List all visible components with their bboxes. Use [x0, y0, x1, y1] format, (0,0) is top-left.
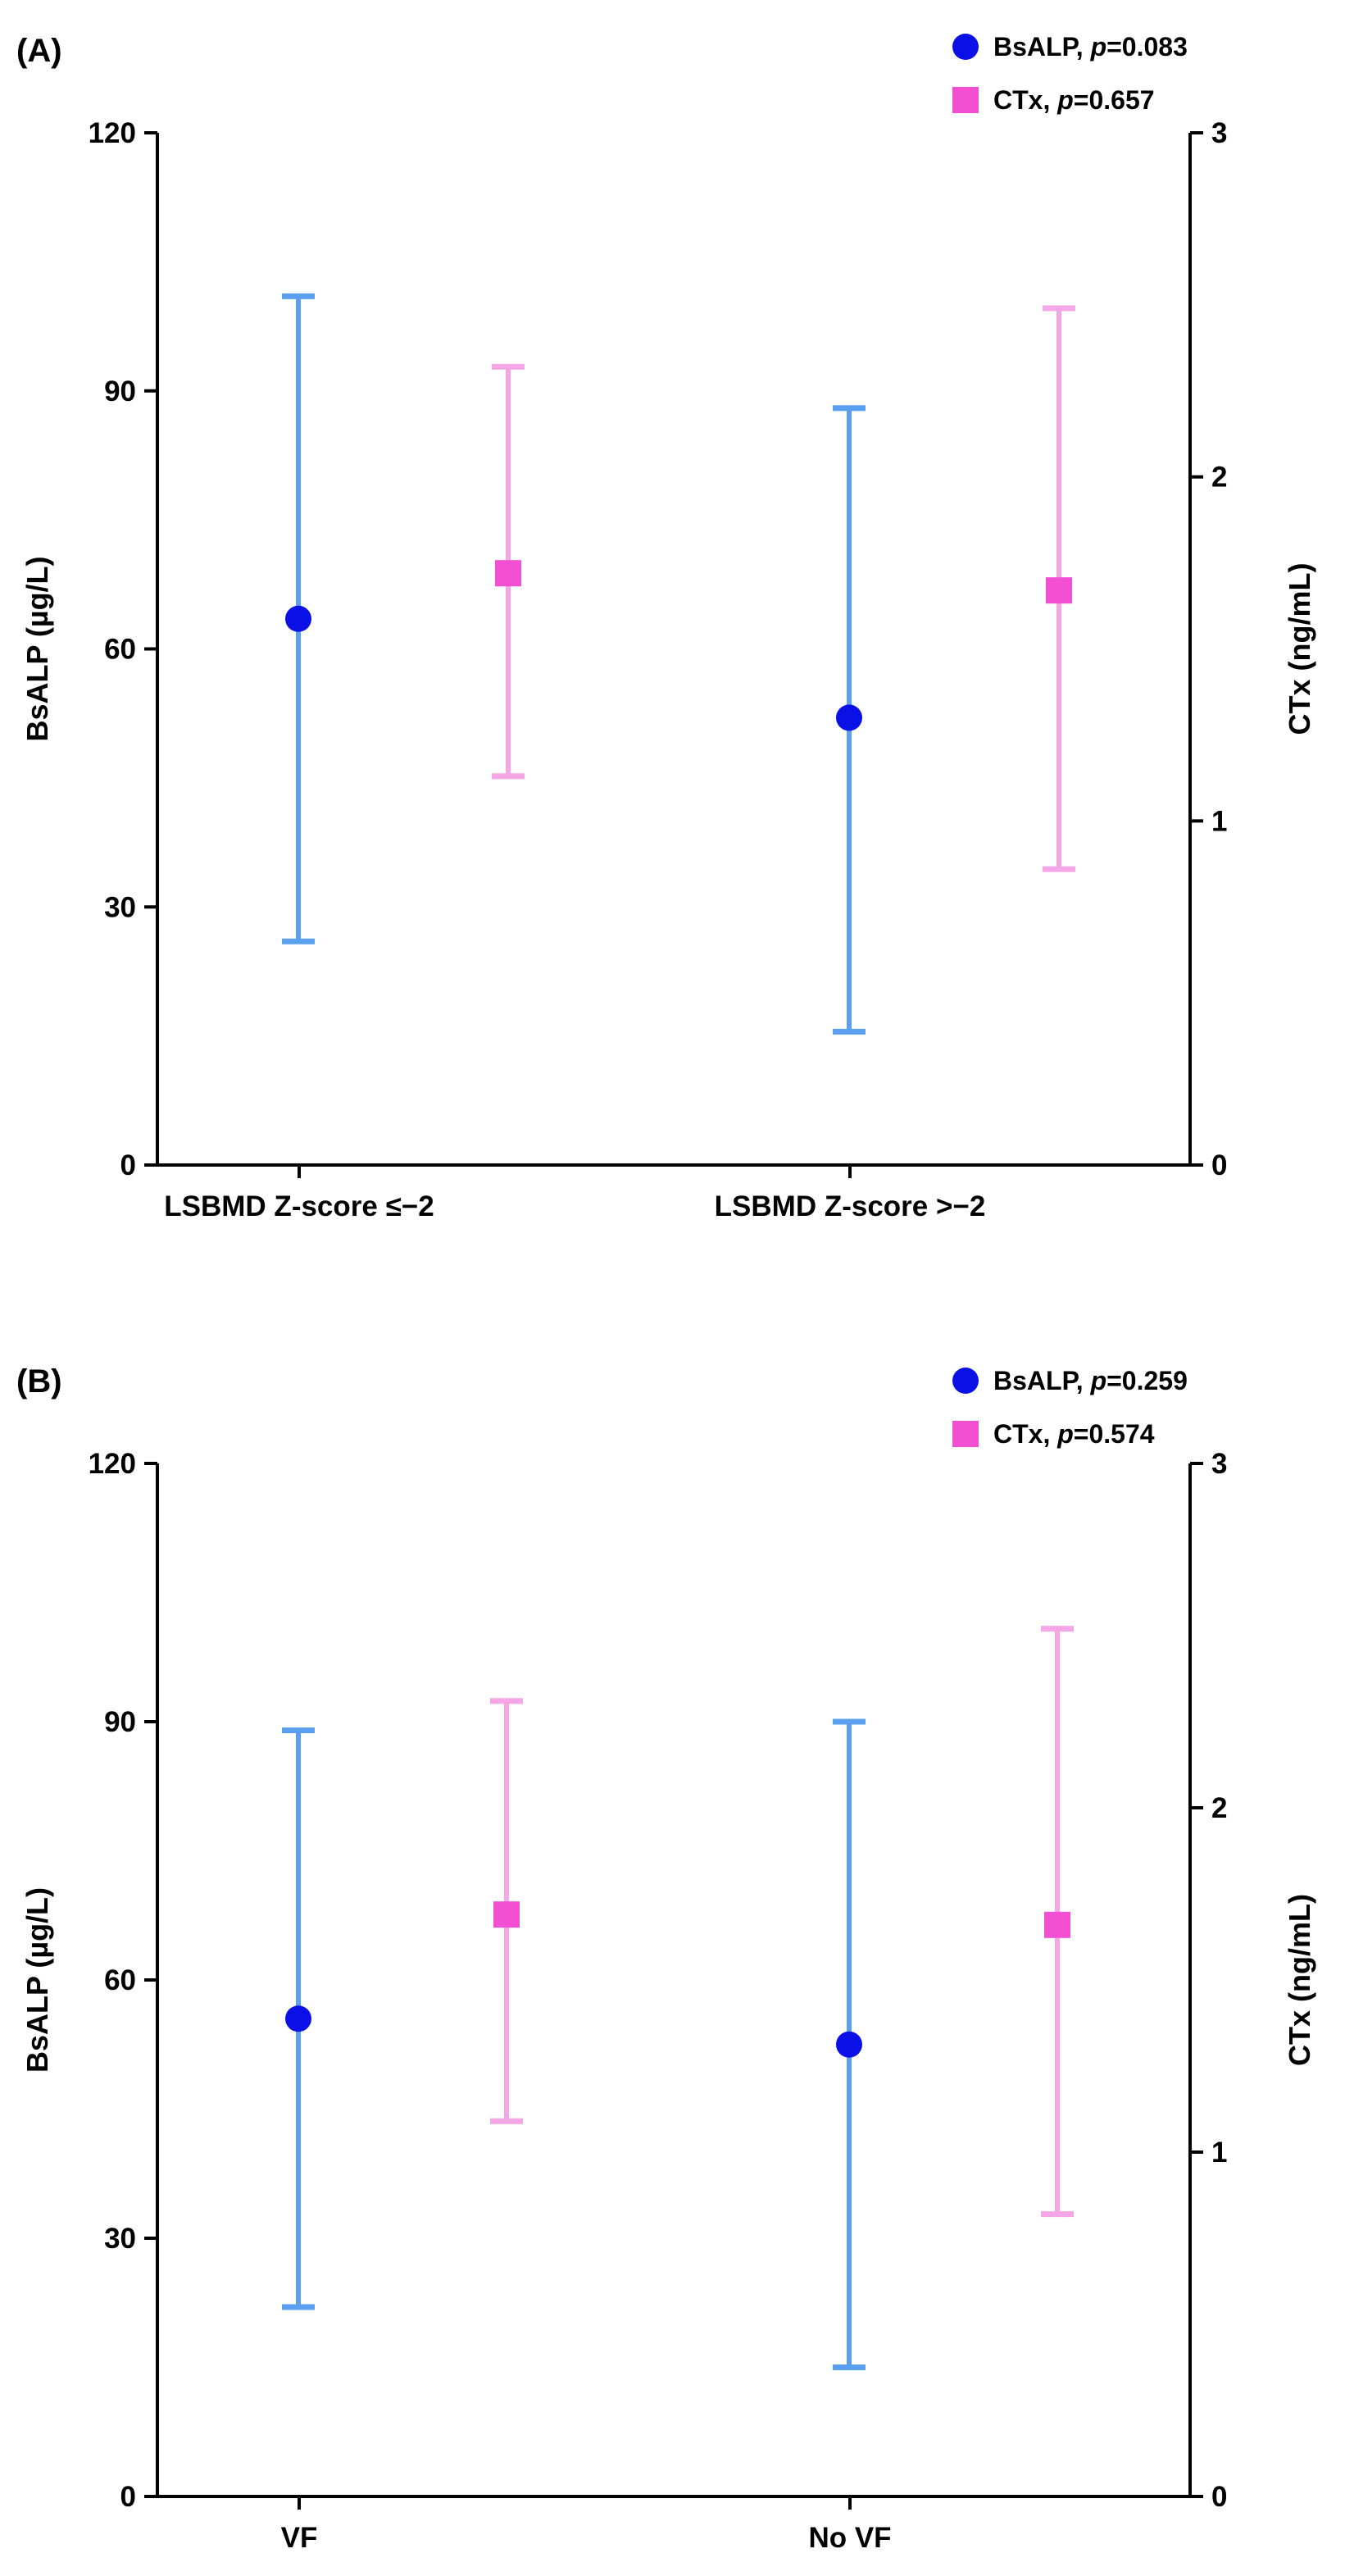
- right-y-tick-label: 0: [1211, 2481, 1227, 2513]
- data-point-ctx: [493, 1901, 520, 1928]
- left-y-tick-label: 0: [120, 2481, 136, 2513]
- legend-p-value: =0.657: [1074, 85, 1155, 115]
- left-axis-title: BsALP (µg/L): [20, 1887, 54, 2073]
- chart-panel-2: (B) 0 30 60 90 120 0 1 2 3 VF No VF BsALP (µg/L) CTx …: [16, 1363, 1316, 2554]
- right-y-tick-label: 3: [1211, 1448, 1227, 1480]
- panel-label: (A): [16, 33, 62, 69]
- legend-marker-bsalp: [952, 34, 979, 60]
- legend-p-label: p: [1056, 85, 1074, 115]
- right-y-tick-label: 2: [1211, 1792, 1227, 1824]
- data-point-ctx: [1046, 577, 1072, 604]
- legend-series-name: BsALP,: [993, 32, 1091, 61]
- x-tick-label: LSBMD Z-score >−2: [715, 1190, 986, 1222]
- left-y-tick-label: 30: [104, 891, 136, 923]
- data-point-bsalp: [836, 704, 862, 731]
- legend-marker-ctx: [952, 87, 979, 113]
- chart-panel-1: (A) 0 30 60 90 120 0 1 2 3 LSBMD Z-score ≤−2 LSBMD …: [16, 32, 1316, 1222]
- legend-p-label: p: [1056, 1419, 1074, 1449]
- legend-p-value: =0.259: [1106, 1366, 1188, 1395]
- right-y-tick-label: 3: [1211, 117, 1227, 149]
- legend-p-value: =0.083: [1106, 32, 1188, 61]
- left-axis-title: BsALP (µg/L): [20, 556, 54, 741]
- left-y-tick-label: 90: [104, 375, 136, 407]
- panel-label: (B): [16, 1363, 62, 1400]
- legend-label-ctx: CTx, p=0.657: [993, 85, 1155, 115]
- right-y-tick-label: 0: [1211, 1149, 1227, 1181]
- right-y-tick-label: 1: [1211, 805, 1227, 837]
- data-point-ctx: [1044, 1911, 1070, 1938]
- right-y-tick-label: 1: [1211, 2137, 1227, 2169]
- x-tick-label: LSBMD Z-score ≤−2: [164, 1190, 434, 1222]
- legend-marker-bsalp: [952, 1368, 979, 1394]
- right-axis-title: CTx (ng/mL): [1283, 1894, 1316, 2066]
- data-point-bsalp: [836, 2031, 862, 2058]
- left-y-tick-label: 30: [104, 2223, 136, 2255]
- data-point-bsalp: [285, 605, 311, 632]
- right-y-tick-label: 2: [1211, 462, 1227, 494]
- legend-label-bsalp: BsALP, p=0.083: [993, 32, 1188, 61]
- legend-p-label: p: [1090, 1366, 1107, 1395]
- right-axis-title: CTx (ng/mL): [1283, 563, 1316, 735]
- left-y-tick-label: 60: [104, 634, 136, 666]
- legend-series-name: BsALP,: [993, 1366, 1091, 1395]
- left-y-tick-label: 120: [89, 117, 136, 149]
- left-y-tick-label: 90: [104, 1706, 136, 1738]
- legend-label-ctx: CTx, p=0.574: [993, 1419, 1155, 1449]
- data-point-ctx: [495, 560, 521, 587]
- data-point-bsalp: [285, 2005, 311, 2032]
- legend-p-label: p: [1090, 32, 1107, 61]
- legend-p-value: =0.574: [1074, 1419, 1155, 1449]
- legend-marker-ctx: [952, 1421, 979, 1447]
- left-y-tick-label: 60: [104, 1964, 136, 1996]
- legend-series-name: CTx,: [993, 1419, 1057, 1449]
- legend-series-name: CTx,: [993, 85, 1057, 115]
- x-tick-label: VF: [281, 2522, 318, 2554]
- left-y-tick-label: 0: [120, 1149, 136, 1181]
- legend-label-bsalp: BsALP, p=0.259: [993, 1366, 1188, 1395]
- x-tick-label: No VF: [808, 2522, 891, 2554]
- left-y-tick-label: 120: [89, 1448, 136, 1480]
